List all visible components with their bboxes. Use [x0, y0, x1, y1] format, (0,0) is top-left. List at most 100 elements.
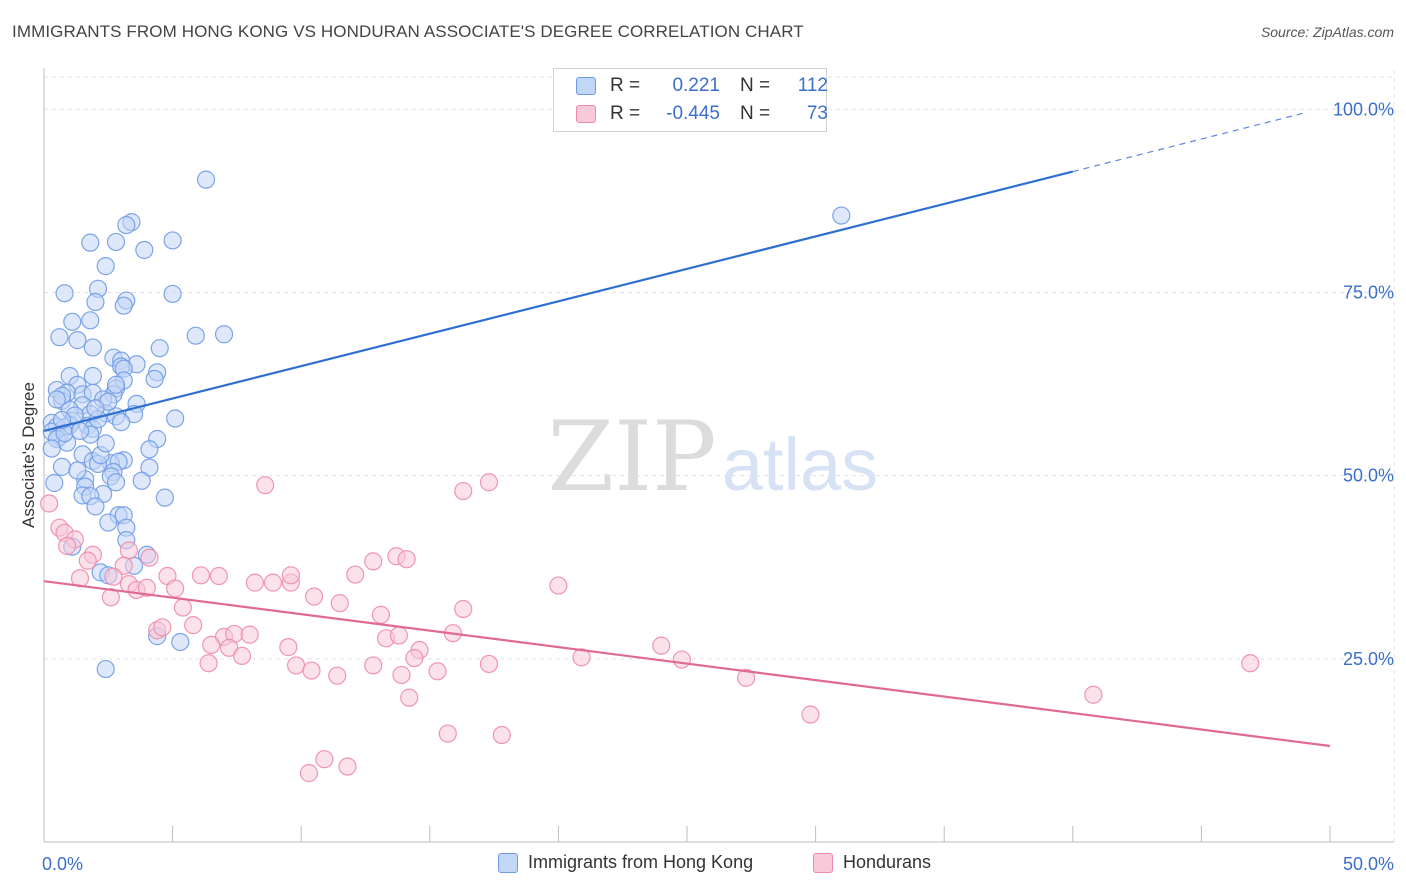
point-hondurans — [209, 566, 228, 586]
legend-r-value: 0.221 — [672, 75, 720, 96]
point-hondurans — [279, 638, 298, 657]
point-hondurans — [286, 656, 306, 675]
point-hondurans — [140, 548, 159, 567]
legend-n-label: N = — [740, 103, 771, 124]
point-hong-kong — [42, 439, 61, 458]
point-hondurans — [202, 635, 221, 655]
point-hondurans — [78, 551, 97, 570]
trend-lines — [43, 112, 1331, 748]
legend-item-hong-kong[interactable]: Immigrants from Hong Kong — [498, 852, 753, 873]
point-hong-kong — [112, 413, 131, 432]
point-hondurans — [392, 665, 411, 685]
y-tick-label: 50.0% — [1343, 466, 1394, 486]
point-hong-kong — [68, 461, 87, 480]
point-hong-kong — [166, 409, 185, 428]
legend-row-hondurans: R = -0.445 N = 73 — [576, 101, 828, 127]
point-hondurans — [652, 636, 671, 655]
point-hondurans — [1084, 685, 1103, 704]
point-hong-kong — [150, 339, 169, 358]
x-tick-label: 0.0% — [42, 854, 83, 874]
point-hondurans — [256, 476, 275, 495]
point-hong-kong — [106, 473, 126, 492]
point-hong-kong — [83, 366, 102, 386]
point-hong-kong — [132, 471, 151, 490]
source-credit: Source: ZipAtlas.com — [1260, 24, 1394, 40]
point-hong-kong — [99, 513, 118, 532]
point-hondurans — [737, 668, 756, 687]
point-hong-kong — [55, 284, 74, 303]
point-hong-kong — [86, 497, 105, 516]
point-hondurans — [397, 550, 416, 569]
point-hong-kong — [68, 331, 87, 350]
axes — [43, 68, 1394, 843]
point-hondurans — [58, 536, 77, 556]
legend-n-value: 112 — [797, 75, 828, 96]
legend-swatch-blue — [576, 77, 596, 95]
point-hondurans — [454, 599, 473, 619]
point-hong-kong — [45, 473, 64, 493]
legend-n-value: 73 — [806, 103, 828, 124]
watermark-zip: ZIP — [547, 401, 716, 513]
point-hondurans — [281, 566, 301, 585]
point-hong-kong — [186, 326, 205, 345]
point-hondurans — [153, 618, 172, 637]
point-hong-kong — [145, 369, 164, 389]
point-hondurans — [119, 541, 138, 560]
y-tick-label: 100.0% — [1333, 99, 1394, 119]
point-hong-kong — [52, 457, 72, 476]
y-axis-label: Associate's Degree — [19, 382, 38, 528]
point-hong-kong — [117, 215, 136, 235]
point-hong-kong — [47, 390, 66, 409]
legend-r-value: -0.445 — [666, 103, 720, 124]
point-hondurans — [479, 654, 499, 674]
point-hong-kong — [81, 311, 100, 330]
point-hondurans — [137, 578, 156, 597]
point-hondurans — [245, 573, 265, 592]
point-hong-kong — [81, 233, 100, 252]
series-legend: Immigrants from Hong Kong Hondurans — [0, 851, 1406, 879]
legend-r-label: R = — [610, 103, 641, 124]
point-hondurans — [184, 616, 203, 635]
point-hondurans — [371, 605, 391, 624]
point-hondurans — [572, 648, 591, 667]
trend-line-hong-kong-extension — [1072, 112, 1305, 173]
point-hong-kong — [163, 231, 182, 250]
point-hong-kong — [106, 232, 126, 252]
point-hondurans — [492, 725, 511, 745]
point-hondurans — [364, 656, 383, 675]
point-hong-kong — [83, 338, 102, 357]
point-hong-kong — [106, 375, 126, 394]
point-hong-kong — [171, 632, 190, 652]
point-hong-kong — [96, 257, 115, 276]
point-hondurans — [240, 625, 259, 644]
point-hondurans — [672, 650, 691, 669]
point-hondurans — [389, 626, 409, 645]
point-hondurans — [364, 552, 383, 571]
point-hondurans — [330, 594, 349, 613]
legend-r-label: R = — [610, 75, 641, 96]
trend-line-hondurans — [43, 580, 1331, 748]
point-hondurans — [304, 587, 324, 606]
point-hong-kong — [135, 240, 154, 260]
point-hondurans — [1241, 654, 1260, 673]
point-hondurans — [405, 648, 424, 668]
point-hong-kong — [114, 296, 133, 315]
legend-label: Immigrants from Hong Kong — [528, 852, 754, 872]
legend-swatch-pink — [576, 105, 596, 123]
point-hondurans — [328, 666, 347, 685]
point-hong-kong — [50, 328, 69, 347]
trend-line-hong-kong — [43, 170, 1074, 433]
point-hondurans — [173, 598, 192, 617]
point-hondurans — [220, 638, 239, 657]
point-hondurans — [191, 566, 210, 585]
point-hong-kong — [214, 325, 234, 344]
point-hondurans — [104, 567, 123, 586]
legend-item-hondurans[interactable]: Hondurans — [813, 852, 931, 873]
point-hong-kong — [155, 488, 174, 507]
point-hondurans — [263, 573, 283, 592]
y-tick-label: 75.0% — [1343, 282, 1394, 302]
point-hong-kong — [163, 284, 182, 304]
point-hong-kong — [86, 292, 105, 312]
point-hong-kong — [196, 170, 216, 189]
